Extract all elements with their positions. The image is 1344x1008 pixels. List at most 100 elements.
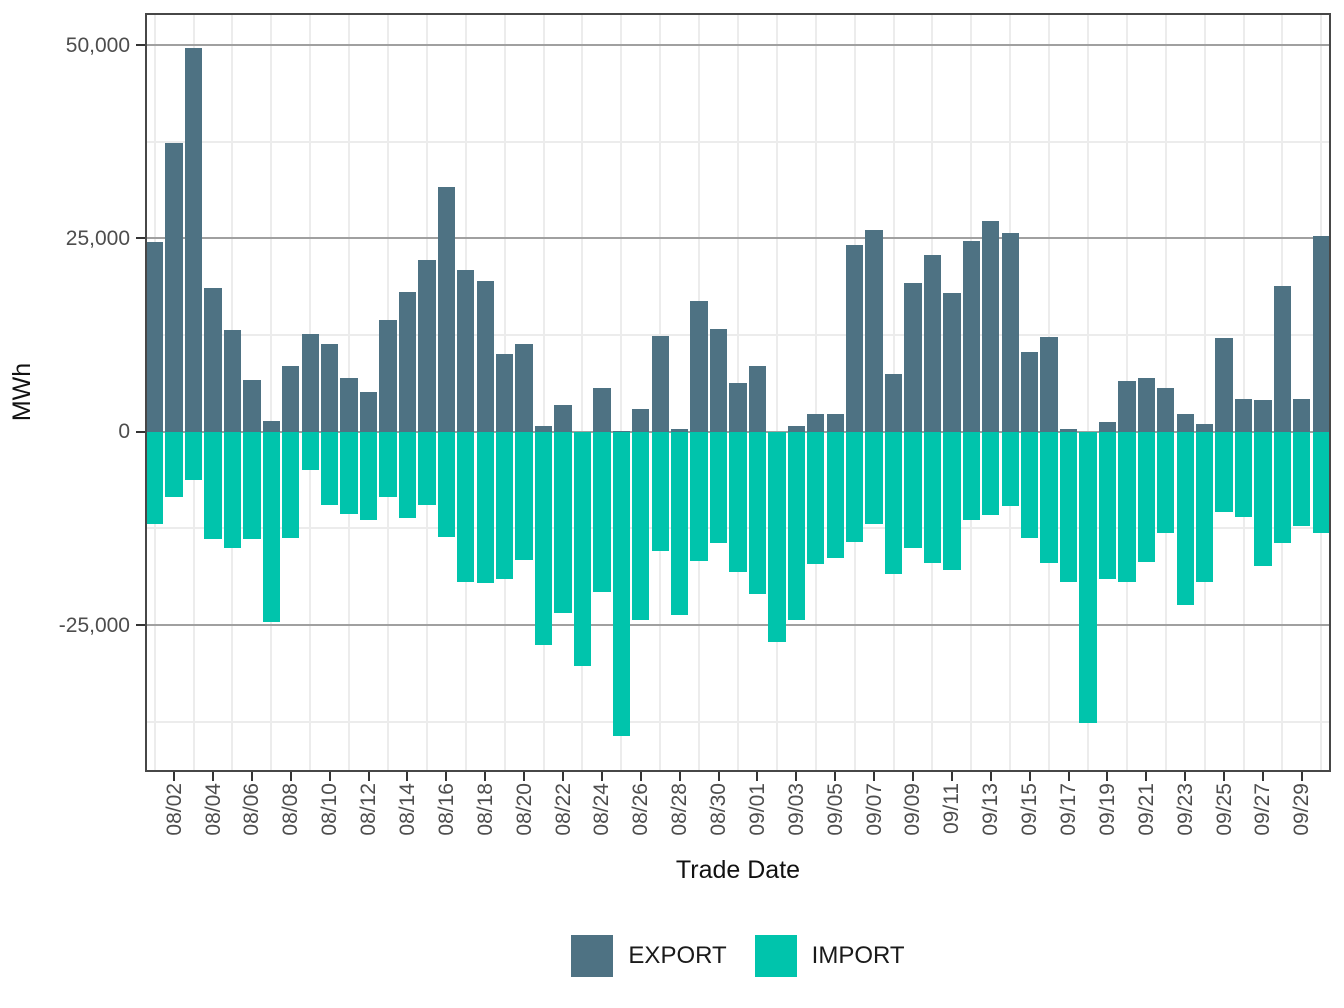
import-bar xyxy=(593,431,611,592)
y-axis-tick xyxy=(136,624,145,626)
import-bar xyxy=(1176,431,1194,605)
x-axis-tick xyxy=(1028,772,1031,781)
export-bar xyxy=(884,373,903,432)
import-bar xyxy=(1098,431,1117,579)
x-tick-label: 08/04 xyxy=(201,783,225,836)
export-bar xyxy=(1195,423,1214,432)
x-axis-tick xyxy=(639,772,642,781)
legend-label-import: IMPORT xyxy=(811,942,905,969)
import-bar xyxy=(943,431,961,571)
export-bar xyxy=(1312,236,1330,432)
export-bar xyxy=(1137,377,1155,432)
x-axis-tick xyxy=(1223,772,1226,781)
export-bar xyxy=(146,242,164,432)
x-tick-label: 08/30 xyxy=(707,783,731,836)
import-bar xyxy=(787,431,805,621)
export-bar xyxy=(982,221,1000,432)
x-axis-tick xyxy=(756,772,759,781)
x-axis-tick xyxy=(367,772,370,781)
x-tick-label: 08/12 xyxy=(357,783,381,836)
import-bar xyxy=(845,431,864,543)
x-tick-label: 08/16 xyxy=(434,783,458,836)
y-tick-label: 25,000 xyxy=(65,226,130,250)
x-tick-label: 08/20 xyxy=(512,783,536,836)
import-bar xyxy=(146,431,164,524)
import-bar xyxy=(690,431,708,561)
x-axis-tick xyxy=(717,772,720,781)
x-tick-label: 08/26 xyxy=(629,783,653,836)
import-bar xyxy=(904,431,922,549)
import-bar xyxy=(1254,431,1272,567)
minor-gridline-vertical xyxy=(1086,13,1089,772)
x-axis-tick xyxy=(678,772,681,781)
import-bar xyxy=(1215,431,1233,513)
x-tick-label: 09/29 xyxy=(1290,783,1314,836)
export-bar xyxy=(1234,399,1253,432)
import-bar xyxy=(418,431,436,506)
minor-gridline-vertical xyxy=(542,13,545,772)
import-bar xyxy=(1312,431,1330,533)
x-axis-tick xyxy=(484,772,487,781)
export-bar xyxy=(398,291,417,432)
x-tick-label: 09/15 xyxy=(1018,783,1042,836)
x-axis-tick xyxy=(1145,772,1148,781)
import-bar xyxy=(982,431,1000,516)
x-tick-label: 09/27 xyxy=(1251,783,1275,836)
import-bar xyxy=(807,431,825,564)
export-bar xyxy=(1273,286,1292,432)
export-bar xyxy=(476,280,494,432)
import-bar xyxy=(1059,431,1078,583)
export-bar xyxy=(845,245,864,432)
import-bar xyxy=(398,431,417,518)
x-axis-tick xyxy=(600,772,603,781)
export-bar xyxy=(748,365,767,432)
import-bar xyxy=(729,431,747,573)
export-bar xyxy=(457,270,475,432)
x-axis-tick xyxy=(1106,772,1109,781)
import-bar xyxy=(962,431,980,520)
import-bar xyxy=(340,431,358,514)
x-tick-label: 09/23 xyxy=(1173,783,1197,836)
import-bar xyxy=(359,431,378,520)
x-tick-label: 09/17 xyxy=(1057,783,1081,836)
export-bar xyxy=(865,229,883,432)
export-bar xyxy=(593,387,611,432)
export-bar xyxy=(690,301,708,432)
x-tick-label: 08/24 xyxy=(590,783,614,836)
x-tick-label: 09/19 xyxy=(1095,783,1119,836)
x-axis-tick xyxy=(989,772,992,781)
import-bar xyxy=(1040,431,1058,564)
minor-gridline-vertical xyxy=(1203,13,1206,772)
x-tick-label: 08/08 xyxy=(279,783,303,836)
import-bar xyxy=(262,431,281,622)
import-bar xyxy=(768,431,786,642)
export-bar xyxy=(262,420,281,432)
export-swatch-icon xyxy=(571,935,614,977)
legend-label-export: EXPORT xyxy=(628,942,727,969)
x-axis-tick xyxy=(1300,772,1303,781)
export-bar xyxy=(1020,352,1039,432)
import-bar xyxy=(301,431,319,470)
x-axis-tick xyxy=(523,772,526,781)
x-axis-tick xyxy=(1184,772,1187,781)
import-bar xyxy=(534,431,553,646)
x-axis-tick xyxy=(212,772,215,781)
export-bar xyxy=(496,354,514,432)
import-bar xyxy=(282,431,300,538)
export-bar xyxy=(651,335,669,432)
import-bar xyxy=(748,431,767,595)
x-tick-label: 09/05 xyxy=(823,783,847,836)
x-tick-label: 08/02 xyxy=(162,783,186,836)
import-bar xyxy=(612,431,630,737)
x-tick-label: 09/09 xyxy=(901,783,925,836)
export-bar xyxy=(632,408,650,432)
x-axis-tick xyxy=(1261,772,1264,781)
y-axis-title: MWh xyxy=(8,362,36,422)
minor-gridline-vertical xyxy=(270,13,273,772)
x-tick-label: 09/21 xyxy=(1134,783,1158,836)
import-bar xyxy=(321,431,339,506)
export-bar xyxy=(418,260,436,432)
export-bar xyxy=(321,343,339,432)
import-bar xyxy=(437,431,456,537)
import-bar xyxy=(1079,431,1097,724)
